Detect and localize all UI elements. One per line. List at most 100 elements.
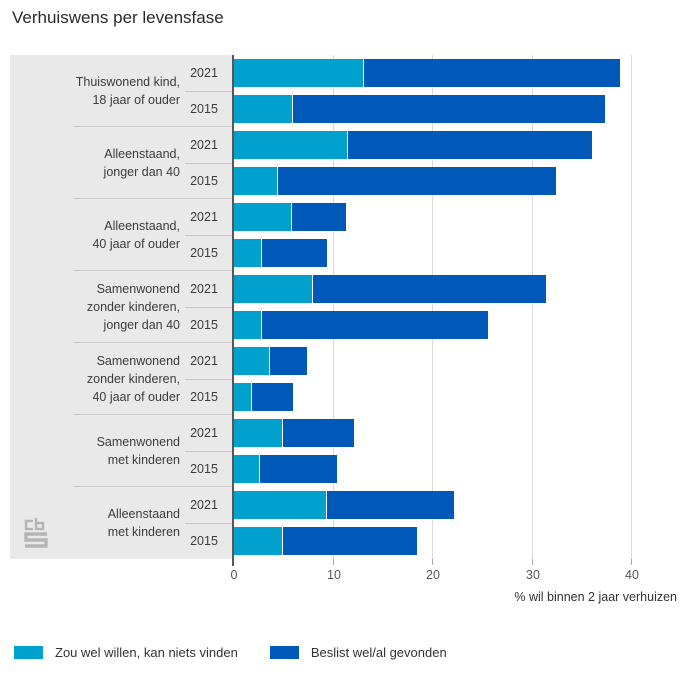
tick-label: 30 [526,568,540,582]
tick-mark [631,559,632,565]
bar-segment-dark[interactable] [347,131,592,159]
bar-segment-dark[interactable] [251,383,293,411]
bar-segment-dark[interactable] [363,59,620,87]
bar-segment-light[interactable] [234,59,363,87]
legend: Zou wel willen, kan niets vinden Beslist… [14,645,447,660]
bar-segment-light[interactable] [234,491,326,519]
category-group: Alleenstaand met kinderen 2021 2015 [0,487,684,559]
group-separator [74,486,232,487]
year-separator [185,379,232,380]
bar-segment-light[interactable] [234,311,261,339]
tick-label: 10 [327,568,341,582]
bar-row: 2021 [0,271,684,307]
bar-row: 2015 [0,451,684,487]
legend-label-light: Zou wel willen, kan niets vinden [55,645,238,660]
bar-row: 2021 [0,55,684,91]
group-separator [74,342,232,343]
tick-mark [333,559,334,565]
bar-segment-light[interactable] [234,95,292,123]
year-label: 2021 [190,138,218,152]
category-group: Samenwonend zonder kinderen, jonger dan … [0,271,684,343]
group-separator [74,198,232,199]
bar-segment-dark[interactable] [282,527,417,555]
year-separator [185,451,232,452]
year-label: 2021 [190,354,218,368]
bar-segment-dark[interactable] [291,203,346,231]
bar-segment-light[interactable] [234,527,282,555]
bar-row: 2021 [0,127,684,163]
category-label: Samenwonend met kinderen [96,434,180,467]
bar-segment-light[interactable] [234,383,251,411]
bar-segment-dark[interactable] [259,455,337,483]
bar-row: 2021 [0,343,684,379]
tick-label: 40 [625,568,639,582]
legend-swatch-light-icon [14,646,43,659]
year-label: 2021 [190,210,218,224]
year-separator [185,523,232,524]
year-label: 2015 [190,246,218,260]
bar-segment-dark[interactable] [326,491,454,519]
year-label: 2021 [190,66,218,80]
bar-segment-light[interactable] [234,419,282,447]
group-separator [74,270,232,271]
bar-segment-dark[interactable] [261,311,488,339]
bar-segment-dark[interactable] [261,239,327,267]
tick-mark [532,559,533,565]
bar-row: 2021 [0,487,684,523]
legend-item-light[interactable]: Zou wel willen, kan niets vinden [14,645,238,660]
bar-segment-light[interactable] [234,203,291,231]
year-label: 2015 [190,102,218,116]
year-label: 2021 [190,426,218,440]
bar-segment-dark[interactable] [292,95,605,123]
year-separator [185,307,232,308]
bar-segment-light[interactable] [234,275,312,303]
bar-segment-dark[interactable] [312,275,546,303]
year-label: 2021 [190,498,218,512]
year-label: 2021 [190,282,218,296]
category-group: Alleenstaand, jonger dan 40 2021 2015 [0,127,684,199]
cbs-logo [24,518,48,548]
year-label: 2015 [190,462,218,476]
legend-item-dark[interactable]: Beslist wel/al gevonden [269,645,447,660]
legend-label-dark: Beslist wel/al gevonden [310,645,447,660]
x-axis-label: % wil binnen 2 jaar verhuizen [514,590,677,604]
category-group: Thuiswonend kind, 18 jaar of ouder 2021 20… [0,55,684,127]
bar-row: 2021 [0,199,684,235]
bar-chart: Thuiswonend kind, 18 jaar of ouder 2021 20… [0,55,684,615]
bar-segment-dark[interactable] [282,419,354,447]
bar-segment-dark[interactable] [269,347,307,375]
bar-row: 2015 [0,91,684,127]
category-label: Samenwonend zonder kinderen, 40 jaar of … [86,353,180,405]
chart-title: Verhuiswens per levensfase [12,8,224,27]
year-separator [185,91,232,92]
year-label: 2015 [190,390,218,404]
year-label: 2015 [190,534,218,548]
bar-row: 2015 [0,163,684,199]
gridline [333,55,334,559]
group-separator [74,126,232,127]
bar-row: 2021 [0,415,684,451]
category-group: Samenwonend met kinderen 2021 2015 [0,415,684,487]
bar-segment-light[interactable] [234,347,269,375]
bar-segment-light[interactable] [234,239,261,267]
category-label: Alleenstaand met kinderen [107,506,180,539]
category-label: Alleenstaand, 40 jaar of ouder [92,218,180,251]
category-group: Alleenstaand, 40 jaar of ouder 2021 2015 [0,199,684,271]
bar-row: 2015 [0,307,684,343]
bar-segment-light[interactable] [234,167,277,195]
category-group: Samenwonend zonder kinderen, 40 jaar of … [0,343,684,415]
bar-row: 2015 [0,523,684,559]
legend-swatch-dark-icon [269,646,299,659]
year-separator [185,163,232,164]
y-axis-line [232,55,234,566]
bar-segment-light[interactable] [234,455,259,483]
bar-segment-light[interactable] [234,131,347,159]
year-label: 2015 [190,174,218,188]
bar-row: 2015 [0,235,684,271]
group-separator [74,414,232,415]
category-label: Samenwonend zonder kinderen, jonger dan … [86,281,180,333]
gridline [432,55,433,559]
bar-segment-dark[interactable] [277,167,556,195]
gridline [631,55,632,559]
